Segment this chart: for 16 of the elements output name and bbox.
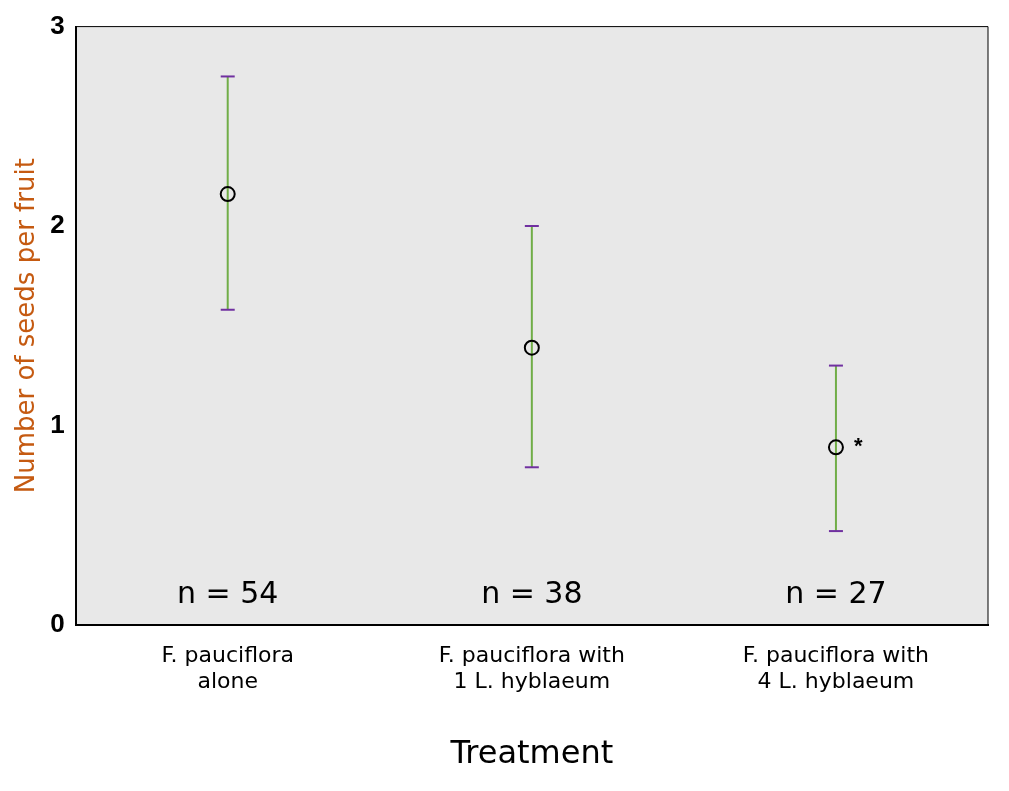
annotation: n = 27 (785, 574, 887, 610)
x-tick-label: F. pauciflora with 1 L. hyblaeum (438, 641, 625, 694)
annotation: * (853, 433, 863, 459)
y-axis-title: Number of seeds per fruit (10, 158, 41, 494)
x-tick-label: F. pauciflora alone (161, 641, 294, 694)
y-tick-label: 2 (50, 209, 65, 240)
point (523, 339, 540, 356)
y-tick-label: 3 (50, 9, 65, 40)
x-tick-label: F. pauciflora with 4 L. hyblaeum (742, 641, 930, 694)
annotation: n = 38 (481, 574, 583, 610)
y-tick-label: 1 (50, 408, 65, 439)
x-axis-title: Treatment (449, 733, 614, 772)
point (827, 439, 844, 456)
annotation: n = 54 (177, 574, 279, 610)
point (219, 186, 236, 203)
y-tick-label: 0 (50, 607, 65, 638)
